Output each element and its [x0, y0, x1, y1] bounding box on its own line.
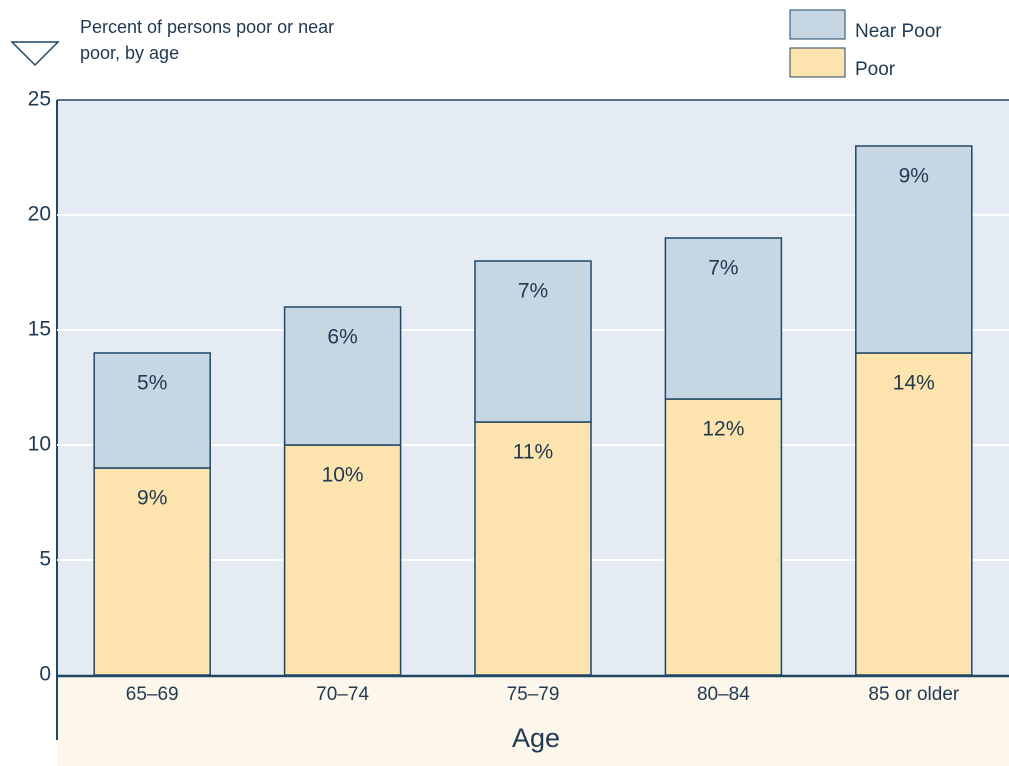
- bar-segment: [93, 467, 211, 676]
- x-tick-label: 75–79: [507, 684, 560, 705]
- value-label: 12%: [702, 418, 744, 441]
- value-label: 9%: [899, 165, 929, 188]
- value-label: 7%: [708, 257, 738, 280]
- legend-label: Near Poor: [855, 21, 942, 42]
- y-tick-label: 20: [28, 203, 51, 226]
- y-tick-label: 15: [28, 318, 51, 341]
- value-label: 9%: [137, 487, 167, 510]
- bar-segment: [664, 237, 783, 400]
- x-axis-band: [57, 677, 1009, 766]
- value-label: 14%: [893, 372, 935, 395]
- bar-segment: [855, 352, 973, 676]
- x-axis-title: Age: [512, 723, 560, 753]
- y-tick-label: 10: [28, 433, 51, 456]
- legend-swatch: [789, 47, 846, 78]
- legend-swatch: [789, 9, 846, 40]
- value-label: 7%: [518, 280, 548, 303]
- bar-segment: [283, 444, 402, 676]
- value-label: 5%: [137, 372, 167, 395]
- bar-segment: [283, 306, 402, 446]
- value-label: 10%: [322, 464, 364, 487]
- bar-segment: [93, 352, 211, 469]
- bar-segment: [855, 145, 973, 354]
- x-tick-label: 80–84: [697, 684, 750, 705]
- value-label: 6%: [327, 326, 357, 349]
- bar-segment: [474, 421, 592, 676]
- chart-title: Percent of persons poor or near poor, by…: [80, 17, 335, 63]
- x-tick-label: 65–69: [126, 684, 179, 705]
- value-label: 11%: [513, 441, 553, 464]
- bar-segment: [474, 260, 592, 423]
- legend-label: Poor: [855, 59, 896, 80]
- y-tick-label: 5: [39, 548, 51, 571]
- bar-segment: [664, 398, 783, 676]
- x-tick-label: 85 or older: [868, 684, 960, 705]
- y-tick-label: 25: [28, 88, 51, 111]
- title-icon: [10, 41, 60, 67]
- x-tick-label: 70–74: [316, 684, 369, 705]
- y-tick-label: 0: [39, 663, 51, 686]
